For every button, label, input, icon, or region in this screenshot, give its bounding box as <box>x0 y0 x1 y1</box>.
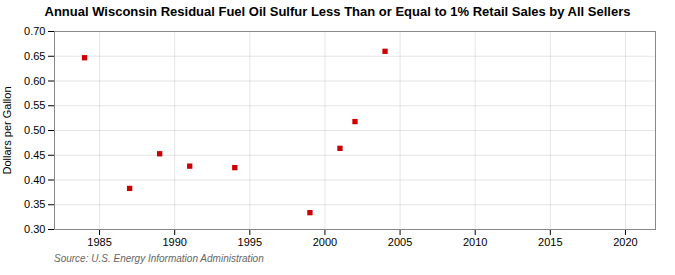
svg-text:0.55: 0.55 <box>24 99 45 111</box>
svg-text:2020: 2020 <box>613 236 637 248</box>
svg-text:2010: 2010 <box>463 236 487 248</box>
svg-text:2015: 2015 <box>538 236 562 248</box>
svg-text:0.40: 0.40 <box>24 174 45 186</box>
svg-text:0.70: 0.70 <box>24 25 45 37</box>
svg-text:1990: 1990 <box>162 236 186 248</box>
html-text:Source: U.S. Energy Informatio: Source: U.S. Energy Information Administ… <box>54 253 264 264</box>
svg-text:Dollars per Gallon: Dollars per Gallon <box>1 86 13 174</box>
svg-text:1995: 1995 <box>238 236 262 248</box>
svg-text:0.30: 0.30 <box>24 223 45 235</box>
svg-text:0.65: 0.65 <box>24 50 45 62</box>
svg-text:2000: 2000 <box>313 236 337 248</box>
svg-text:0.35: 0.35 <box>24 198 45 210</box>
svg-text:0.50: 0.50 <box>24 124 45 136</box>
svg-text:0.60: 0.60 <box>24 75 45 87</box>
svg-text:1985: 1985 <box>87 236 111 248</box>
svg-text:0.45: 0.45 <box>24 149 45 161</box>
html-text:Annual Wisconsin Residual Fuel: Annual Wisconsin Residual Fuel Oil Sulfu… <box>44 4 631 19</box>
svg-text:2005: 2005 <box>388 236 412 248</box>
